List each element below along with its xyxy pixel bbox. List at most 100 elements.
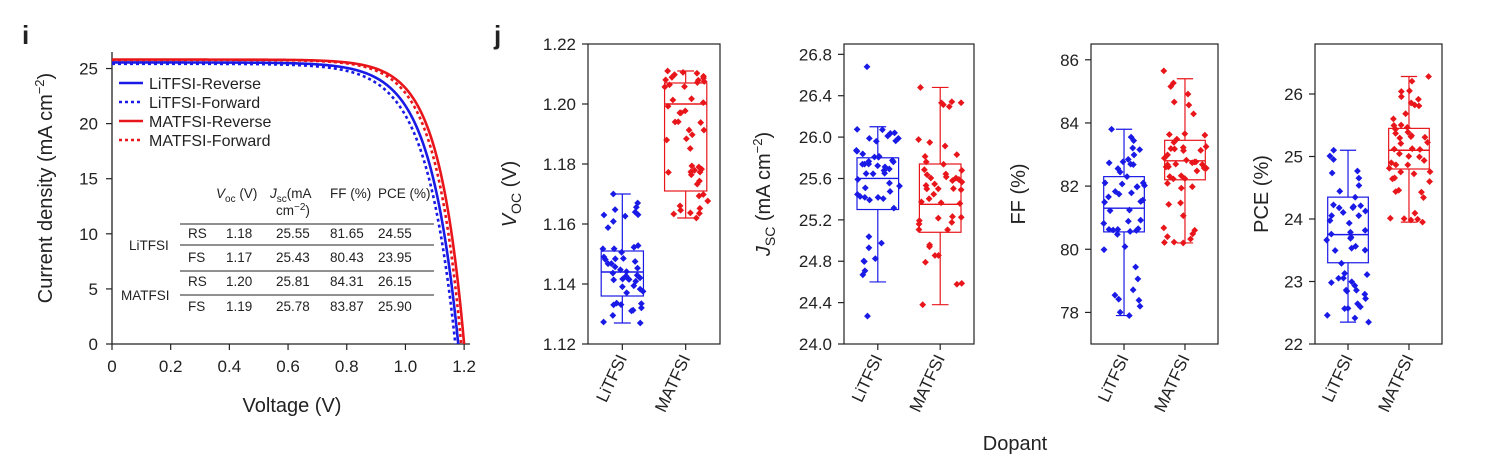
jv-y-tick-label: 0	[89, 335, 98, 354]
pce-point	[1355, 212, 1363, 220]
jsc-point	[938, 99, 945, 107]
pce-point	[1385, 164, 1393, 172]
ff-point	[1172, 160, 1180, 168]
jv-legend: LiTFSI-Reverse LiTFSI-Forward MATFSI-Rev…	[119, 76, 271, 150]
jsc-point	[956, 200, 964, 207]
ff-point	[1164, 233, 1171, 241]
jsc-point	[861, 160, 868, 168]
pce-point	[1390, 122, 1398, 129]
ff-point	[1130, 151, 1138, 159]
jsc-x-tick-label: MATFSI	[906, 352, 949, 415]
ff-point	[1135, 296, 1143, 304]
voc-y-tick-label: 1.22	[543, 35, 576, 54]
jv-x-tick-label: 0.6	[276, 357, 300, 376]
jsc-x-tick-label: LiTFSI	[848, 352, 886, 405]
pce-point	[1342, 286, 1350, 294]
pce-point	[1355, 174, 1363, 182]
voc-point	[604, 224, 612, 232]
jsc-ylabel: JSC (mA cm−2)	[750, 132, 778, 257]
ff-point	[1126, 228, 1134, 235]
ff-y-tick-label: 78	[1060, 303, 1079, 322]
voc-point	[700, 126, 708, 134]
voc-point	[693, 180, 701, 188]
pce-point	[1392, 161, 1400, 169]
jsc-point	[884, 132, 892, 140]
voc-point	[610, 301, 618, 309]
voc-point	[634, 242, 642, 249]
jv-y-tick-label: 20	[79, 115, 98, 134]
jsc-y-tick-label: 26.4	[799, 87, 832, 106]
jsc-point	[866, 196, 873, 204]
jsc-y-tick-label: 24.8	[799, 252, 832, 271]
pce-point	[1328, 169, 1336, 177]
voc-point	[671, 71, 678, 79]
jsc-point	[860, 258, 868, 265]
pce-point	[1350, 203, 1357, 210]
ff-x-tick-label: LiTFSI	[1094, 352, 1132, 405]
voc-point	[636, 274, 644, 282]
voc-point	[696, 204, 704, 212]
ff-point	[1129, 144, 1137, 152]
pce-point	[1328, 212, 1336, 220]
jv-x-tick-label: 1.0	[394, 357, 418, 376]
pce-point	[1421, 133, 1429, 141]
voc-point	[661, 83, 669, 91]
pce-point	[1426, 178, 1433, 185]
ff-point	[1181, 130, 1189, 138]
voc-point	[599, 245, 607, 253]
ff-point	[1187, 235, 1194, 243]
pce-point	[1404, 161, 1412, 169]
jsc-point	[854, 176, 862, 183]
jsc-y-tick-label: 25.2	[799, 211, 832, 230]
pce-box	[1327, 196, 1369, 264]
jv-ylabel: Current density (mA cm−2)	[32, 73, 57, 303]
voc-point	[697, 119, 705, 126]
voc-point	[619, 255, 627, 262]
jsc-point	[879, 126, 886, 134]
table-cell: 1.17	[226, 250, 252, 265]
ff-point	[1190, 110, 1197, 118]
pce-point	[1425, 73, 1432, 80]
ff-point	[1165, 200, 1173, 208]
jsc-point	[872, 137, 880, 145]
jv-xlabel: Voltage (V)	[243, 395, 342, 417]
ff-point	[1101, 179, 1109, 187]
jsc-point	[875, 153, 882, 161]
legend-label-matfsi-forward: MATFSI-Forward	[149, 133, 270, 150]
pce-point	[1331, 247, 1339, 254]
ff-y-tick-label: 82	[1060, 177, 1079, 196]
pce-point	[1330, 156, 1337, 163]
voc-point	[664, 67, 672, 75]
jsc-point	[890, 204, 898, 212]
jsc-y-tick-label: 24.0	[799, 335, 832, 354]
ff-point	[1136, 302, 1144, 310]
jv-x-tick-label: 0.8	[335, 357, 359, 376]
voc-y-tick-label: 1.18	[543, 155, 576, 174]
voc-point	[685, 126, 693, 134]
pce-point	[1362, 207, 1369, 215]
voc-point	[634, 199, 642, 207]
ff-point	[1164, 151, 1171, 159]
ff-point	[1111, 291, 1119, 299]
table-head-pce: PCE (%)	[378, 186, 431, 201]
pce-y-tick-label: 26	[1284, 85, 1303, 104]
ff-point	[1167, 83, 1175, 90]
pce-point	[1327, 279, 1335, 287]
ff-point	[1137, 216, 1145, 224]
pce-frame	[1314, 43, 1443, 345]
ff-point	[1182, 156, 1190, 164]
ff-point	[1133, 183, 1141, 191]
table-cell: 83.87	[330, 299, 364, 314]
pce-point	[1396, 150, 1403, 158]
jsc-point	[861, 193, 869, 201]
jsc-point	[859, 271, 867, 279]
pce-point	[1392, 125, 1399, 133]
jsc-y-tick-label: 26.8	[799, 45, 832, 64]
jv-y-tick-label: 15	[79, 170, 98, 189]
pce-point	[1424, 139, 1431, 146]
pce-point	[1397, 168, 1405, 176]
jv-ylabel-main: Current density (mA cm	[35, 94, 57, 303]
voc-point	[686, 145, 694, 152]
pce-point	[1396, 134, 1404, 142]
